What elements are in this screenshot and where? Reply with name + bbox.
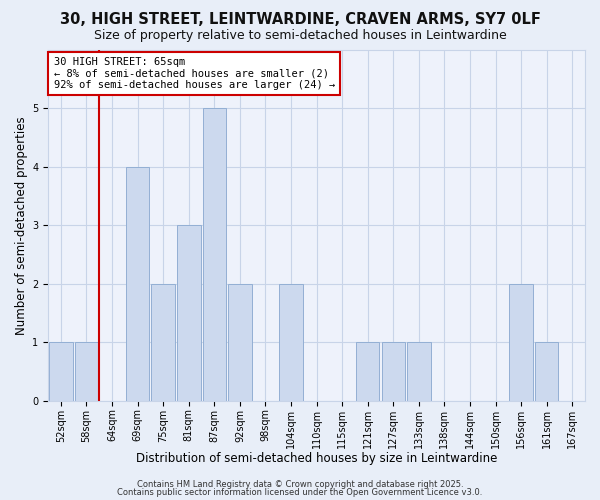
Bar <box>509 284 533 401</box>
Text: Contains HM Land Registry data © Crown copyright and database right 2025.: Contains HM Land Registry data © Crown c… <box>137 480 463 489</box>
Text: 30 HIGH STREET: 65sqm
← 8% of semi-detached houses are smaller (2)
92% of semi-d: 30 HIGH STREET: 65sqm ← 8% of semi-detac… <box>53 57 335 90</box>
Text: Size of property relative to semi-detached houses in Leintwardine: Size of property relative to semi-detach… <box>94 29 506 42</box>
Bar <box>228 284 251 401</box>
Bar <box>279 284 303 401</box>
Y-axis label: Number of semi-detached properties: Number of semi-detached properties <box>15 116 28 334</box>
Bar <box>535 342 559 401</box>
Bar <box>151 284 175 401</box>
Bar <box>126 167 149 401</box>
X-axis label: Distribution of semi-detached houses by size in Leintwardine: Distribution of semi-detached houses by … <box>136 452 497 465</box>
Bar <box>49 342 73 401</box>
Bar <box>382 342 405 401</box>
Bar <box>203 108 226 401</box>
Text: 30, HIGH STREET, LEINTWARDINE, CRAVEN ARMS, SY7 0LF: 30, HIGH STREET, LEINTWARDINE, CRAVEN AR… <box>59 12 541 28</box>
Bar <box>177 226 200 401</box>
Bar <box>75 342 98 401</box>
Bar <box>407 342 431 401</box>
Text: Contains public sector information licensed under the Open Government Licence v3: Contains public sector information licen… <box>118 488 482 497</box>
Bar <box>356 342 379 401</box>
